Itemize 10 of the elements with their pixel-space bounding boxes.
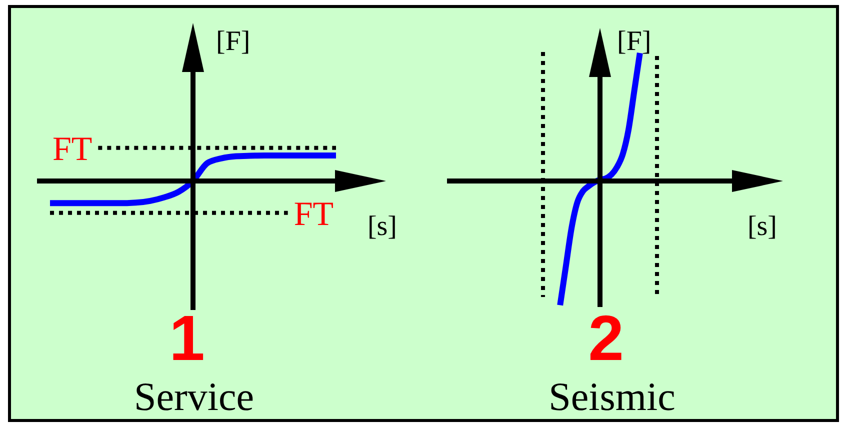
text: Seismic [548, 374, 676, 418]
text: 1 [169, 302, 205, 374]
text: Service [134, 374, 254, 418]
y-axis-title: [F] [617, 26, 652, 57]
text: 2 [588, 302, 624, 374]
x-axis-title: [s] [367, 211, 397, 242]
ref-line-label: FT [52, 130, 92, 168]
x-axis-title: [s] [747, 211, 777, 242]
y-axis-title: [F] [216, 26, 250, 57]
ref-line-label: FT [294, 196, 334, 233]
